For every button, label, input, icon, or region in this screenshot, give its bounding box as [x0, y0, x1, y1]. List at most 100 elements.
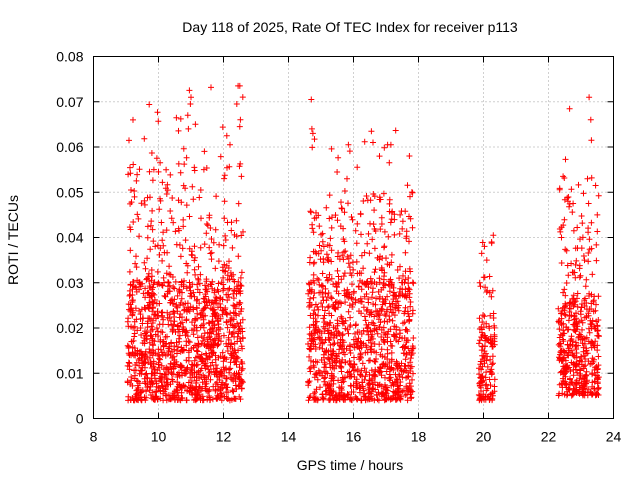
data-point — [351, 367, 358, 374]
data-point — [313, 318, 320, 325]
data-point — [157, 159, 164, 166]
data-point — [317, 369, 323, 376]
data-point — [363, 369, 370, 376]
data-point — [193, 391, 200, 398]
data-point — [217, 353, 224, 360]
data-point — [133, 264, 140, 271]
data-point — [307, 302, 314, 309]
data-point — [209, 318, 216, 325]
data-point — [141, 135, 148, 142]
data-point — [583, 378, 590, 385]
data-point — [208, 236, 215, 242]
data-point — [191, 293, 198, 300]
data-point — [386, 159, 393, 166]
data-point — [570, 200, 577, 207]
data-point — [578, 333, 585, 340]
data-point — [387, 374, 394, 381]
data-point — [183, 202, 190, 209]
data-point — [220, 285, 227, 292]
data-point — [163, 227, 170, 234]
data-point — [374, 330, 381, 337]
data-point — [561, 363, 568, 370]
data-point — [310, 294, 317, 301]
data-point — [383, 308, 390, 315]
data-point — [350, 290, 357, 296]
data-point — [162, 352, 169, 359]
data-point — [563, 324, 570, 330]
data-point — [318, 330, 325, 337]
data-point — [317, 384, 323, 391]
data-point — [574, 369, 581, 376]
data-point — [574, 245, 581, 252]
data-point — [171, 296, 178, 303]
data-point — [334, 267, 341, 274]
data-point — [306, 394, 313, 401]
data-point — [378, 346, 385, 353]
data-point — [149, 326, 156, 333]
data-point — [312, 371, 319, 378]
data-point — [151, 311, 158, 318]
data-point — [191, 243, 198, 250]
data-point — [164, 181, 171, 188]
data-point — [326, 336, 333, 343]
data-point — [163, 191, 170, 197]
data-point — [164, 379, 170, 386]
data-point — [176, 314, 183, 321]
data-point — [321, 375, 328, 382]
data-point — [319, 230, 326, 237]
data-point — [240, 228, 246, 235]
data-point — [150, 166, 157, 173]
data-point — [583, 350, 589, 357]
data-point — [221, 215, 228, 222]
data-point — [233, 361, 240, 368]
data-point — [579, 220, 586, 227]
data-point — [386, 288, 393, 295]
data-point — [170, 284, 177, 291]
data-point — [376, 296, 383, 302]
data-point — [190, 289, 197, 296]
data-point — [479, 352, 486, 359]
data-point — [216, 333, 222, 340]
data-point — [312, 311, 319, 318]
data-point — [556, 356, 563, 362]
data-point — [230, 388, 237, 395]
data-point — [153, 325, 160, 331]
data-point — [124, 379, 131, 386]
data-point — [191, 257, 198, 264]
data-point — [216, 373, 222, 380]
data-point — [370, 301, 377, 307]
data-point — [198, 333, 205, 340]
data-point — [410, 335, 417, 341]
data-point — [405, 369, 412, 376]
data-point — [316, 223, 323, 230]
data-point — [388, 283, 395, 289]
data-point — [393, 293, 400, 300]
grid-lines — [93, 56, 614, 419]
data-point — [595, 353, 602, 360]
data-point — [481, 360, 488, 367]
data-point — [170, 219, 177, 226]
data-point — [478, 366, 485, 373]
data-point — [146, 346, 153, 353]
data-point — [568, 186, 575, 193]
data-point — [170, 308, 177, 315]
data-point — [127, 164, 133, 171]
data-point — [169, 355, 176, 361]
data-point — [196, 289, 203, 296]
data-point — [172, 228, 179, 235]
data-point — [335, 329, 342, 336]
data-point — [395, 388, 402, 395]
data-point — [315, 326, 322, 333]
data-point — [392, 305, 399, 312]
data-point — [341, 188, 348, 194]
y-tick-label: 0.04 — [56, 230, 83, 246]
data-point — [331, 340, 338, 347]
data-point — [163, 375, 170, 382]
data-point — [309, 225, 316, 232]
data-point — [487, 368, 494, 375]
data-point — [573, 326, 580, 333]
data-point — [145, 274, 152, 280]
data-point — [191, 374, 198, 381]
data-point — [221, 332, 227, 339]
data-point — [349, 304, 356, 310]
